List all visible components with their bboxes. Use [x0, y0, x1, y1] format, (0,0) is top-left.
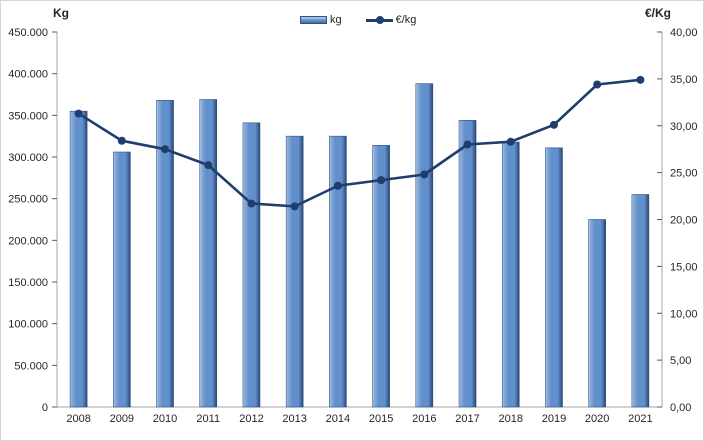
line-marker-2013 [290, 202, 299, 211]
bar-2012 [242, 122, 261, 408]
bar-2019 [545, 147, 563, 408]
left-axis-tick-label: 250.000 [8, 194, 48, 206]
left-axis-tick-label: 350.000 [8, 110, 48, 122]
legend-item-kg: kg [300, 14, 342, 26]
line-marker-2018 [506, 137, 515, 146]
bar-2013 [285, 135, 304, 408]
line-marker-2016 [420, 170, 429, 179]
bar-2017 [458, 120, 477, 408]
bar-2010 [156, 100, 174, 408]
bar-2016 [415, 83, 434, 408]
x-axis-label-2020: 2020 [585, 413, 609, 425]
right-axis-tick-label: 40,00 [670, 27, 698, 39]
right-axis-tick-label: 20,00 [670, 215, 698, 227]
x-axis-label-2021: 2021 [628, 413, 652, 425]
bar-series-swatch-icon [300, 16, 327, 24]
x-axis-label-2012: 2012 [239, 413, 263, 425]
bar-2018 [501, 141, 520, 408]
bar-2011 [199, 99, 218, 408]
left-axis-title: Kg [53, 6, 69, 20]
chart-legend: kg €/kg [300, 14, 416, 26]
right-axis-tick-label: 10,00 [670, 308, 698, 320]
left-axis-tick-label: 200.000 [8, 235, 48, 247]
x-axis-label-2017: 2017 [455, 413, 479, 425]
bar-2015 [372, 145, 390, 408]
bar-2008 [69, 110, 88, 408]
x-axis-label-2008: 2008 [66, 413, 90, 425]
left-axis-tick-label: 300.000 [8, 152, 48, 164]
left-axis-tick-label: 0 [42, 402, 48, 414]
left-axis-tick-label: 450.000 [8, 27, 48, 39]
line-series-swatch-icon [365, 16, 393, 25]
x-axis-label-2016: 2016 [412, 413, 436, 425]
x-axis-label-2013: 2013 [282, 413, 306, 425]
x-axis-label-2015: 2015 [369, 413, 393, 425]
bar-2014 [329, 135, 347, 408]
line-marker-2008 [74, 109, 83, 118]
x-axis-label-2011: 2011 [196, 413, 220, 425]
line-marker-2009 [117, 136, 126, 145]
x-axis-label-2018: 2018 [499, 413, 523, 425]
line-marker-2012 [247, 199, 256, 208]
legend-label-kg: kg [330, 14, 342, 26]
line-marker-2015 [377, 176, 386, 185]
eur-per-kg-line [77, 78, 642, 208]
right-axis-tick-label: 35,00 [670, 74, 698, 86]
line-marker-2011 [204, 161, 213, 170]
legend-item-eur-per-kg: €/kg [365, 14, 417, 26]
left-axis-tick-label: 400.000 [8, 69, 48, 81]
bar-2021 [631, 194, 650, 408]
line-marker-2017 [463, 140, 472, 149]
line-marker-2010 [161, 145, 170, 154]
line-swatch-marker [375, 16, 384, 24]
left-axis-tick-label: 50.000 [14, 360, 48, 372]
legend-label-eur-per-kg: €/kg [395, 14, 417, 26]
line-marker-2014 [333, 181, 342, 190]
right-axis-tick-label: 15,00 [670, 261, 698, 273]
x-axis-label-2014: 2014 [326, 413, 350, 425]
left-axis-tick-label: 150.000 [8, 277, 48, 289]
x-axis-label-2009: 2009 [110, 413, 134, 425]
line-marker-2021 [636, 75, 645, 84]
bar-2009 [113, 151, 131, 408]
left-axis-tick-label: 100.000 [8, 319, 48, 331]
right-axis-tick-label: 25,00 [670, 168, 698, 180]
x-axis-label-2019: 2019 [542, 413, 566, 425]
bar-2020 [588, 219, 606, 408]
line-marker-2019 [549, 120, 558, 129]
right-axis-tick-label: 0,00 [670, 402, 691, 414]
line-marker-2020 [593, 80, 602, 89]
right-axis-title: €/Kg [645, 6, 672, 20]
right-axis-tick-label: 30,00 [670, 121, 698, 133]
x-axis-label-2010: 2010 [153, 413, 177, 425]
right-axis-tick-label: 5,00 [670, 355, 691, 367]
